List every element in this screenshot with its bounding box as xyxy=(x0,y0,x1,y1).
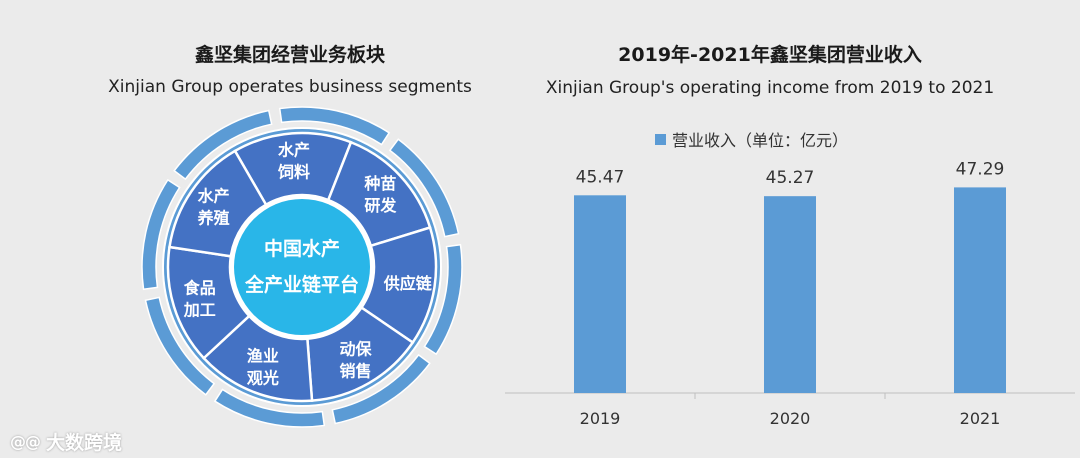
bar-2019 xyxy=(574,195,626,393)
segment-label: 加工 xyxy=(183,301,216,320)
watermark-text: 大数跨境 xyxy=(46,432,123,454)
segments-panel: 鑫坚集团经营业务板块 Xinjian Group operates busine… xyxy=(108,44,472,428)
chart-title: 2019年-2021年鑫坚集团营业收入 xyxy=(618,44,922,66)
center-label: 中国水产 xyxy=(264,237,340,260)
legend-swatch xyxy=(655,133,666,145)
segments-title: 鑫坚集团经营业务板块 xyxy=(194,44,385,66)
income-panel: 2019年-2021年鑫坚集团营业收入 Xinjian Group's oper… xyxy=(500,0,1080,458)
bar-2020 xyxy=(764,196,816,393)
segment-label: 饲料 xyxy=(277,162,310,181)
chart-legend: 营业收入（单位：亿元） xyxy=(655,127,848,151)
x-tick-label: 2019 xyxy=(580,409,621,428)
outer-ring-arc xyxy=(388,138,460,238)
segment-label: 养殖 xyxy=(197,209,230,228)
segment-label: 食品 xyxy=(183,279,216,298)
legend-label: 营业收入（单位：亿元） xyxy=(672,131,849,150)
segment-label: 渔业 xyxy=(247,347,279,366)
data-label: 45.27 xyxy=(766,168,815,188)
watermark-logo: @@ xyxy=(10,432,41,451)
outer-ring-arc xyxy=(144,296,216,396)
x-tick-label: 2020 xyxy=(770,409,811,428)
outer-ring xyxy=(141,106,463,428)
outer-ring-arc xyxy=(278,106,391,146)
segment-label: 研发 xyxy=(364,196,397,215)
chart-subtitle: Xinjian Group's operating income from 20… xyxy=(545,78,995,98)
watermark: @@ 大数跨境 xyxy=(10,428,122,455)
segment-label: 销售 xyxy=(339,362,371,381)
segment-label: 供应链 xyxy=(383,274,433,293)
segment-label: 观光 xyxy=(247,369,279,388)
data-label: 45.47 xyxy=(576,167,625,187)
outer-ring-arc xyxy=(331,353,431,425)
bar-2021 xyxy=(954,187,1006,393)
x-tick-label: 2021 xyxy=(960,409,1001,428)
data-label: 47.29 xyxy=(956,159,1005,179)
segment-label: 水产 xyxy=(278,140,310,159)
center-label: 全产业链平台 xyxy=(244,273,359,296)
outer-ring-arc xyxy=(423,243,463,356)
bar-chart: 45.47 2019 45.27 2020 47.29 2021 xyxy=(505,159,1075,428)
outer-ring-arc xyxy=(141,178,181,291)
segment-label: 种苗 xyxy=(363,174,396,193)
outer-ring-arc xyxy=(173,109,273,181)
segment-label: 水产 xyxy=(198,187,230,206)
outer-ring-arc xyxy=(213,388,326,428)
segments-subtitle: Xinjian Group operates business segments xyxy=(108,77,472,97)
segment-label: 动保 xyxy=(339,340,372,359)
